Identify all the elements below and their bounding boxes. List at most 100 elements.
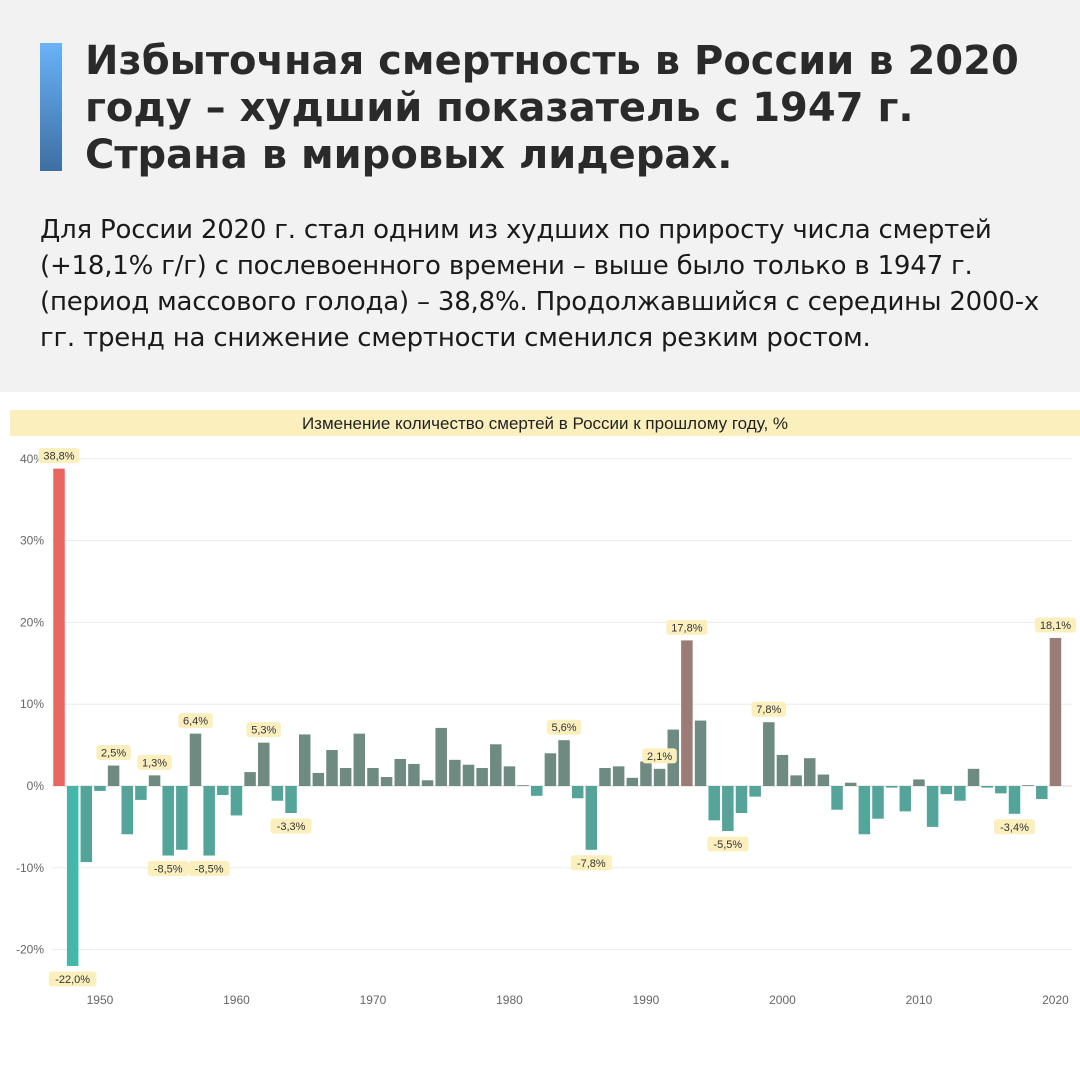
bar-1969 <box>353 733 366 786</box>
header-panel: Избыточная смертность в России в 2020 го… <box>0 0 1080 392</box>
bar-1997 <box>735 786 748 813</box>
bar-1974 <box>421 780 434 786</box>
bar-1964 <box>285 786 297 813</box>
y-tick-label: -10% <box>16 861 44 875</box>
data-label-bg <box>751 701 786 717</box>
bar-1978 <box>476 768 488 786</box>
bar-1985 <box>571 786 584 799</box>
bar-1963 <box>271 786 284 801</box>
bar-2011 <box>926 786 939 827</box>
data-label-bg <box>707 836 749 852</box>
x-tick-label: 1990 <box>633 993 660 1007</box>
bar-2001 <box>790 775 802 786</box>
bar-1979 <box>490 744 502 786</box>
y-tick-label: 20% <box>20 615 44 629</box>
x-tick-label: 1950 <box>87 993 114 1007</box>
bar-1955 <box>162 786 174 856</box>
bar-1998 <box>749 786 761 797</box>
data-label-bg <box>246 722 281 738</box>
data-label-bg <box>38 448 80 464</box>
data-label: -3,4% <box>1000 822 1029 834</box>
bar-1971 <box>380 777 393 786</box>
data-label-bg <box>1034 617 1076 633</box>
bar-2007 <box>872 786 884 819</box>
bar-1983 <box>544 753 557 786</box>
page-title: Избыточная смертность в России в 2020 го… <box>85 38 1019 178</box>
bar-1989 <box>626 777 639 786</box>
bar-1984 <box>558 740 570 786</box>
bar-1959 <box>217 786 229 795</box>
data-label-bg <box>994 819 1035 835</box>
data-label: -8,5% <box>154 864 183 876</box>
bar-1966 <box>312 772 325 786</box>
bar-2003 <box>817 774 830 786</box>
x-tick-label: 1960 <box>223 993 250 1007</box>
bar-2009 <box>899 786 912 812</box>
bar-1988 <box>612 766 625 786</box>
y-tick-label: 30% <box>20 534 44 548</box>
data-label-bg <box>188 861 230 877</box>
data-label: 6,4% <box>183 716 208 728</box>
bar-2002 <box>804 758 816 786</box>
bar-1947 <box>53 468 65 786</box>
bar-2006 <box>858 786 871 835</box>
bar-1995 <box>708 786 720 821</box>
bar-1958 <box>203 786 215 856</box>
data-label-bg <box>546 719 582 735</box>
data-label: -8,5% <box>195 864 224 876</box>
data-label: 38,8% <box>43 451 74 463</box>
bar-1973 <box>408 763 420 786</box>
y-tick-label: -20% <box>16 943 44 957</box>
bar-1950 <box>94 786 106 791</box>
data-label-bg <box>147 861 189 877</box>
bar-1980 <box>503 766 516 786</box>
bar-2020 <box>1049 637 1062 786</box>
x-tick-label: 2000 <box>769 993 796 1007</box>
bar-1967 <box>326 750 338 786</box>
y-tick-label: 10% <box>20 697 44 711</box>
lead-paragraph: Для России 2020 г. стал одним из худших … <box>40 215 1040 353</box>
bar-1954 <box>148 775 161 786</box>
data-label: -22,0% <box>55 974 90 986</box>
data-label: -3,3% <box>277 821 306 833</box>
bar-1953 <box>135 786 147 800</box>
bar-2010 <box>913 779 925 786</box>
bar-2000 <box>776 754 789 786</box>
data-label-bg <box>666 619 708 635</box>
data-label: 1,3% <box>142 757 167 769</box>
data-label-bg <box>570 855 612 871</box>
bar-2005 <box>844 782 857 786</box>
data-label-bg <box>48 971 97 987</box>
y-tick-label: 40% <box>20 452 44 466</box>
bar-1986 <box>585 786 598 850</box>
data-label: 2,5% <box>101 748 126 760</box>
data-label: 5,3% <box>251 725 276 737</box>
data-label: -5,5% <box>713 839 742 851</box>
data-label: 5,6% <box>552 722 577 734</box>
bar-1981 <box>517 785 529 786</box>
data-label: 2,1% <box>647 751 672 763</box>
bar-2012 <box>940 786 952 795</box>
bar-2014 <box>967 768 980 786</box>
title-accent-bar <box>40 43 62 171</box>
data-label: -7,8% <box>577 858 606 870</box>
bar-1977 <box>462 764 475 786</box>
bar-2017 <box>1008 786 1021 814</box>
bar-1957 <box>189 733 202 786</box>
bar-1960 <box>230 786 243 816</box>
bar-1982 <box>531 786 543 796</box>
bar-1976 <box>449 759 461 786</box>
bar-1962 <box>258 742 270 786</box>
bar-2016 <box>995 786 1007 794</box>
y-tick-label: 0% <box>27 779 45 793</box>
chart-title: Изменение количество смертей в России к … <box>10 410 1080 436</box>
data-label: 7,8% <box>756 704 781 716</box>
data-label: 18,1% <box>1040 620 1071 632</box>
bar-2015 <box>981 786 993 788</box>
data-label-bg <box>96 745 131 761</box>
data-label-bg <box>642 748 677 764</box>
bar-1990 <box>640 761 652 786</box>
bar-2018 <box>1022 785 1034 786</box>
bar-1952 <box>121 786 133 835</box>
data-label: 17,8% <box>671 622 702 634</box>
